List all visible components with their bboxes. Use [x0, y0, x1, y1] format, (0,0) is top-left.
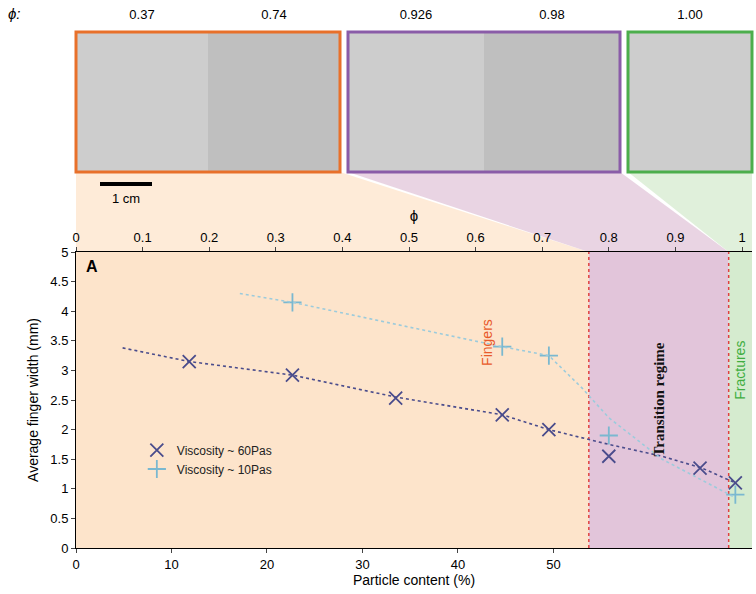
svg-text:Fractures: Fractures — [732, 341, 748, 400]
svg-text:0.37: 0.37 — [129, 7, 154, 22]
svg-text:0.7: 0.7 — [533, 230, 551, 245]
svg-text:0.1: 0.1 — [134, 230, 152, 245]
svg-text:Transition regime: Transition regime — [651, 342, 667, 456]
svg-text:0.98: 0.98 — [539, 7, 564, 22]
svg-text:0: 0 — [72, 230, 79, 245]
svg-text:0: 0 — [61, 541, 68, 556]
svg-text:1: 1 — [738, 230, 745, 245]
svg-text:1: 1 — [61, 481, 68, 496]
svg-text:ϕ:: ϕ: — [8, 5, 21, 22]
svg-text:3.5: 3.5 — [50, 333, 68, 348]
svg-text:50: 50 — [546, 557, 560, 572]
svg-text:Particle content (%): Particle content (%) — [353, 572, 475, 588]
svg-text:3: 3 — [61, 363, 68, 378]
svg-text:ϕ: ϕ — [410, 207, 418, 224]
svg-text:20: 20 — [260, 557, 274, 572]
svg-text:4: 4 — [61, 304, 68, 319]
svg-text:1.00: 1.00 — [677, 7, 702, 22]
svg-text:1 cm: 1 cm — [112, 191, 140, 206]
svg-text:5: 5 — [61, 245, 68, 260]
svg-text:40: 40 — [451, 557, 465, 572]
svg-text:Average finger width (mm): Average finger width (mm) — [25, 318, 41, 482]
svg-text:0: 0 — [72, 557, 79, 572]
svg-text:0.6: 0.6 — [467, 230, 485, 245]
svg-text:30: 30 — [355, 557, 369, 572]
svg-text:0.5: 0.5 — [50, 511, 68, 526]
svg-text:Fingers: Fingers — [479, 319, 495, 366]
svg-text:10: 10 — [164, 557, 178, 572]
svg-text:0.3: 0.3 — [267, 230, 285, 245]
svg-text:0.9: 0.9 — [666, 230, 684, 245]
svg-text:0.5: 0.5 — [400, 230, 418, 245]
svg-text:0.4: 0.4 — [333, 230, 351, 245]
svg-text:Viscosity ~ 60Pas: Viscosity ~ 60Pas — [177, 444, 272, 458]
svg-text:0.926: 0.926 — [400, 7, 433, 22]
svg-text:0.2: 0.2 — [200, 230, 218, 245]
svg-text:0.8: 0.8 — [600, 230, 618, 245]
svg-text:A: A — [86, 258, 98, 275]
svg-text:Viscosity ~ 10Pas: Viscosity ~ 10Pas — [177, 463, 272, 477]
svg-text:0.74: 0.74 — [261, 7, 286, 22]
svg-text:4.5: 4.5 — [50, 274, 68, 289]
svg-text:2.5: 2.5 — [50, 393, 68, 408]
svg-text:2: 2 — [61, 422, 68, 437]
svg-text:1.5: 1.5 — [50, 452, 68, 467]
